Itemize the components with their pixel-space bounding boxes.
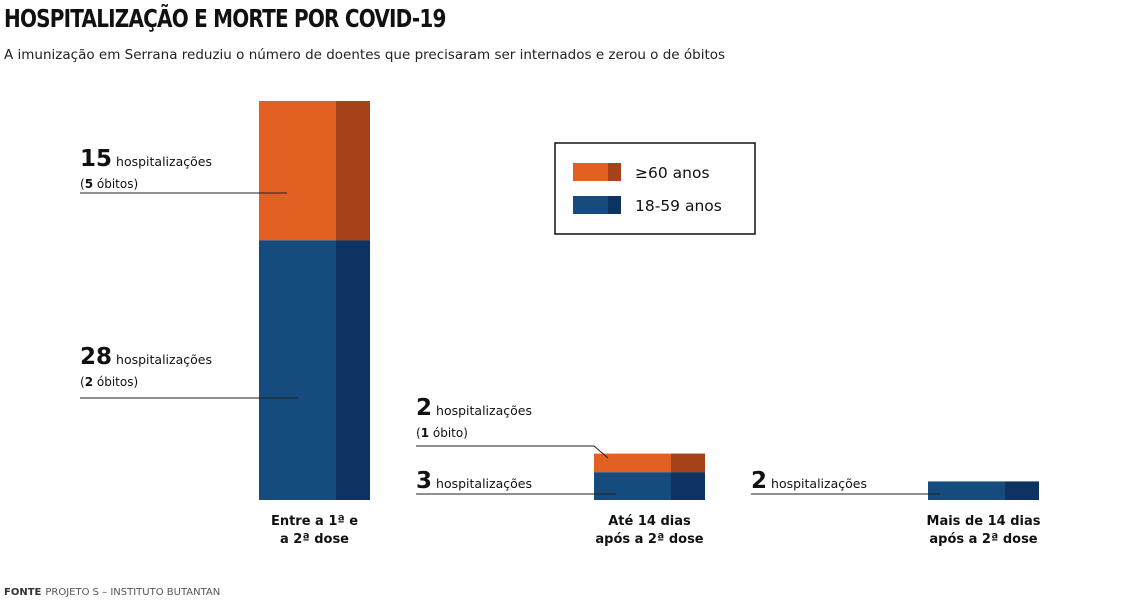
bar-segment-60-plus-deaths-shade [336,101,370,241]
category-label: após a 2ª dose [929,532,1037,547]
annotation-label: 3 hospitalizações [416,468,532,494]
annotation-leader-line [416,445,609,459]
legend-item-60-plus-swatch-shade [608,163,621,181]
legend-item-60-plus-swatch [573,163,608,181]
source-note: FONTE PROJETO S – INSTITUTO BUTANTAN [4,587,220,598]
bar-segment-18-59-deaths-shade [336,240,370,501]
category-label: a 2ª dose [280,532,349,547]
bar-segment-18-59-deaths-shade [671,472,705,500]
legend-item-18-59-swatch-shade [608,196,621,214]
annotation-deaths-note: (2 óbitos) [80,375,138,389]
category-label: Mais de 14 dias [927,514,1041,529]
legend-item-18-59-label: 18-59 anos [635,197,722,215]
bar-segment-60-plus-deaths-shade [671,453,705,473]
category-label: Até 14 dias [608,514,691,529]
bar-segment-18-59-deaths-shade [1005,481,1039,500]
category-label: após a 2ª dose [595,532,703,547]
legend-item-18-59-swatch [573,196,608,214]
chart-subtitle: A imunização em Serrana reduziu o número… [4,47,726,63]
chart-title: HOSPITALIZAÇÃO E MORTE POR COVID-19 [4,4,446,33]
legend-item-60-plus-label: ≥60 anos [635,164,710,182]
source-label: FONTE [4,587,42,598]
annotation-deaths-note: (5 óbitos) [80,177,138,191]
annotation-label: 28 hospitalizações [80,344,212,370]
category-label: Entre a 1ª e [271,514,358,529]
annotation-deaths-note: (1 óbito) [416,426,468,440]
annotation-label: 15 hospitalizações [80,146,212,172]
annotation-label: 2 hospitalizações [751,468,867,494]
source-text: PROJETO S – INSTITUTO BUTANTAN [45,587,221,598]
legend-box [554,142,756,235]
annotation-label: 2 hospitalizações [416,395,532,421]
